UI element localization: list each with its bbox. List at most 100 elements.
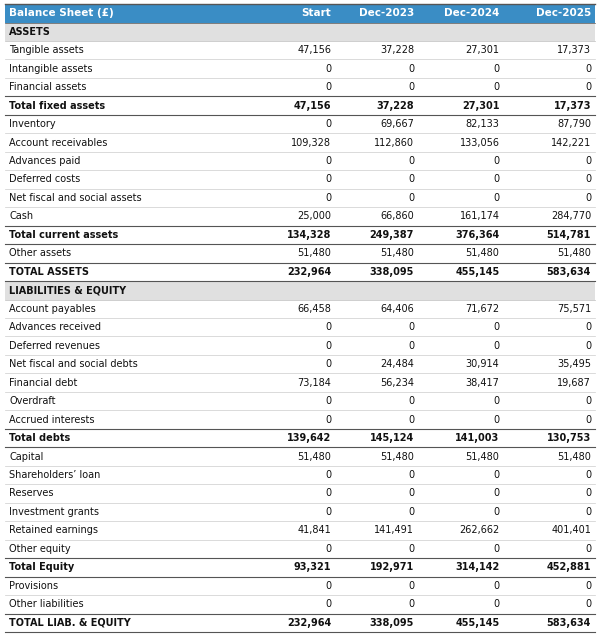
- Text: Intangible assets: Intangible assets: [9, 64, 92, 74]
- Text: 0: 0: [585, 156, 591, 166]
- Text: Advances received: Advances received: [9, 322, 101, 332]
- Text: 134,328: 134,328: [287, 230, 331, 240]
- Bar: [5, 4, 595, 22]
- Text: 0: 0: [493, 415, 500, 425]
- Bar: [5, 97, 595, 115]
- Text: 51,480: 51,480: [466, 249, 500, 258]
- Text: 69,667: 69,667: [380, 119, 414, 129]
- Text: 0: 0: [408, 341, 414, 350]
- Bar: [5, 595, 595, 614]
- Text: 38,417: 38,417: [466, 378, 500, 388]
- Bar: [5, 558, 595, 577]
- Text: 0: 0: [325, 415, 331, 425]
- Text: 0: 0: [493, 507, 500, 517]
- Bar: [5, 207, 595, 226]
- Text: 0: 0: [493, 396, 500, 406]
- Text: 145,124: 145,124: [370, 433, 414, 443]
- Text: Retained earnings: Retained earnings: [9, 525, 98, 536]
- Bar: [5, 170, 595, 189]
- Text: 452,881: 452,881: [547, 562, 591, 572]
- Text: 47,156: 47,156: [298, 45, 331, 55]
- Text: 0: 0: [493, 488, 500, 499]
- Text: 0: 0: [408, 544, 414, 554]
- Text: Dec-2023: Dec-2023: [359, 8, 414, 18]
- Bar: [5, 318, 595, 336]
- Text: 284,770: 284,770: [551, 211, 591, 221]
- Text: 0: 0: [325, 322, 331, 332]
- Text: Tangible assets: Tangible assets: [9, 45, 84, 55]
- Text: 232,964: 232,964: [287, 267, 331, 277]
- Text: 338,095: 338,095: [370, 267, 414, 277]
- Bar: [5, 373, 595, 392]
- Text: Total debts: Total debts: [9, 433, 70, 443]
- Bar: [5, 263, 595, 281]
- Text: 25,000: 25,000: [298, 211, 331, 221]
- Bar: [5, 226, 595, 244]
- Text: 66,458: 66,458: [298, 304, 331, 314]
- Text: 583,634: 583,634: [547, 267, 591, 277]
- Text: Provisions: Provisions: [9, 581, 58, 591]
- Text: Cash: Cash: [9, 211, 33, 221]
- Text: 0: 0: [325, 599, 331, 609]
- Text: 0: 0: [408, 470, 414, 480]
- Text: 0: 0: [585, 581, 591, 591]
- Text: 232,964: 232,964: [287, 618, 331, 628]
- Text: 0: 0: [325, 544, 331, 554]
- Text: 56,234: 56,234: [380, 378, 414, 388]
- Text: 0: 0: [493, 193, 500, 203]
- Bar: [5, 392, 595, 410]
- Bar: [5, 429, 595, 447]
- Text: Investment grants: Investment grants: [9, 507, 99, 517]
- Text: 75,571: 75,571: [557, 304, 591, 314]
- Text: 0: 0: [408, 507, 414, 517]
- Text: Advances paid: Advances paid: [9, 156, 80, 166]
- Text: 0: 0: [585, 415, 591, 425]
- Text: 0: 0: [585, 82, 591, 92]
- Text: 0: 0: [325, 174, 331, 184]
- Text: 112,860: 112,860: [374, 137, 414, 148]
- Text: Capital: Capital: [9, 452, 43, 462]
- Text: 0: 0: [325, 359, 331, 369]
- Text: 0: 0: [493, 156, 500, 166]
- Text: 37,228: 37,228: [380, 45, 414, 55]
- Text: Other equity: Other equity: [9, 544, 71, 554]
- Text: Accrued interests: Accrued interests: [9, 415, 95, 425]
- Text: 0: 0: [493, 470, 500, 480]
- Text: 0: 0: [585, 599, 591, 609]
- Text: Shareholders’ loan: Shareholders’ loan: [9, 470, 100, 480]
- Bar: [5, 410, 595, 429]
- Text: 0: 0: [493, 64, 500, 74]
- Text: 19,687: 19,687: [557, 378, 591, 388]
- Bar: [5, 484, 595, 502]
- Text: 0: 0: [325, 119, 331, 129]
- Text: 0: 0: [325, 396, 331, 406]
- Bar: [5, 447, 595, 466]
- Text: 376,364: 376,364: [455, 230, 500, 240]
- Text: 142,221: 142,221: [551, 137, 591, 148]
- Bar: [5, 134, 595, 152]
- Text: 0: 0: [585, 544, 591, 554]
- Text: Account payables: Account payables: [9, 304, 96, 314]
- Text: 133,056: 133,056: [460, 137, 500, 148]
- Text: 0: 0: [493, 82, 500, 92]
- Text: 109,328: 109,328: [292, 137, 331, 148]
- Text: Overdraft: Overdraft: [9, 396, 56, 406]
- Text: 51,480: 51,480: [557, 452, 591, 462]
- Text: 0: 0: [493, 599, 500, 609]
- Text: 141,003: 141,003: [455, 433, 500, 443]
- Text: Deferred revenues: Deferred revenues: [9, 341, 100, 350]
- Text: Deferred costs: Deferred costs: [9, 174, 80, 184]
- Text: 0: 0: [408, 64, 414, 74]
- Bar: [5, 281, 595, 300]
- Text: 0: 0: [585, 396, 591, 406]
- Text: Dec-2025: Dec-2025: [536, 8, 591, 18]
- Text: 338,095: 338,095: [370, 618, 414, 628]
- Text: 0: 0: [585, 64, 591, 74]
- Text: 0: 0: [325, 193, 331, 203]
- Text: 0: 0: [493, 341, 500, 350]
- Text: 141,491: 141,491: [374, 525, 414, 536]
- Text: 0: 0: [408, 193, 414, 203]
- Text: 0: 0: [408, 581, 414, 591]
- Bar: [5, 22, 595, 41]
- Text: 0: 0: [325, 341, 331, 350]
